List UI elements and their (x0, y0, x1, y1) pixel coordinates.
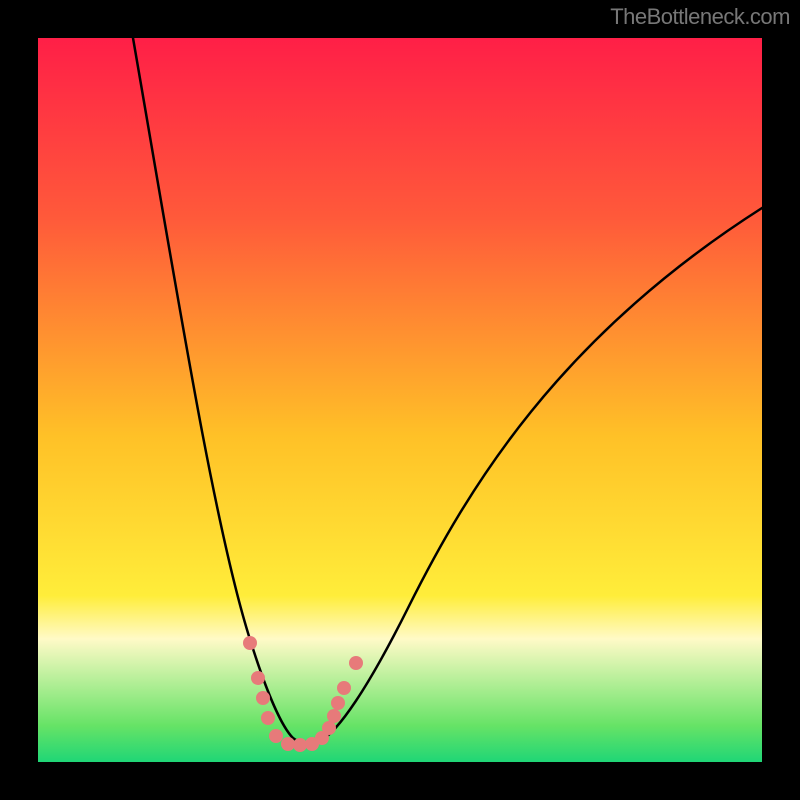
marker-point (337, 681, 351, 695)
curve-svg (38, 38, 762, 762)
marker-point (251, 671, 265, 685)
marker-group (243, 636, 363, 752)
marker-point (269, 729, 283, 743)
plot-area (38, 38, 762, 762)
marker-point (293, 738, 307, 752)
marker-point (331, 696, 345, 710)
marker-point (327, 709, 341, 723)
marker-point (281, 737, 295, 751)
bottleneck-curve (133, 38, 762, 744)
marker-point (243, 636, 257, 650)
marker-point (322, 721, 336, 735)
marker-point (261, 711, 275, 725)
watermark-text: TheBottleneck.com (610, 4, 790, 30)
marker-point (256, 691, 270, 705)
marker-point (349, 656, 363, 670)
